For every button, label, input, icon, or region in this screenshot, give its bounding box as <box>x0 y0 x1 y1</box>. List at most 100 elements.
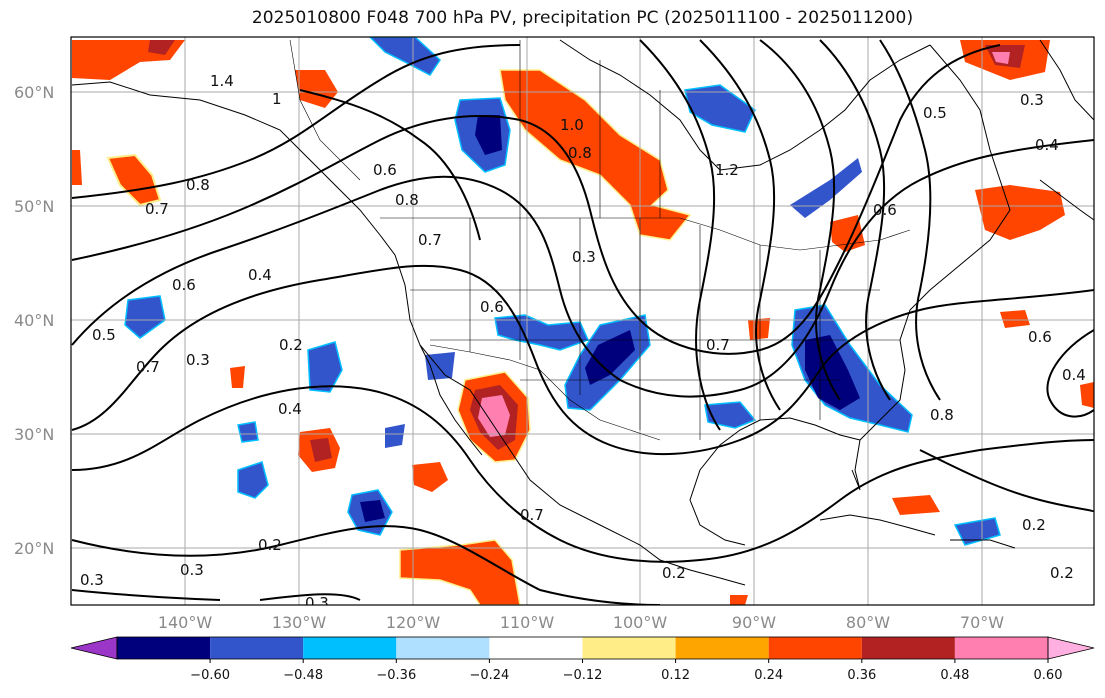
precip-negative-hudson <box>684 84 756 133</box>
precip-negative-pacific-3 <box>307 341 343 393</box>
plot-frame <box>70 36 1095 606</box>
precip-negative-pacific-4 <box>237 421 259 443</box>
pv-contours <box>71 39 1094 605</box>
contour-label: 0.7 <box>520 506 544 524</box>
lon-label: 120°W <box>386 613 441 632</box>
colorbar-segment <box>396 637 490 659</box>
precip-negative-pacific-5 <box>237 461 269 499</box>
lon-label: 100°W <box>613 613 668 632</box>
precip-positive-yukon <box>295 70 338 108</box>
colorbar-segment <box>675 637 769 659</box>
colorbar-segment <box>954 637 1048 659</box>
contour-label: 0.6 <box>172 276 196 294</box>
contour-label: 0.2 <box>258 536 282 554</box>
contour-label: 1 <box>272 90 282 108</box>
colorbar-tick-label: 0.24 <box>754 668 783 683</box>
coast-newfoundland <box>1039 179 1094 221</box>
precip-negative-quebec <box>790 158 862 218</box>
contour-label: 0.2 <box>279 336 303 354</box>
precip-positive-florida <box>1000 310 1030 328</box>
contour-label: 0.4 <box>278 400 302 418</box>
lat-label: 40°N <box>14 311 54 330</box>
precip-shading <box>72 37 1094 605</box>
lon-label: 140°W <box>158 613 213 632</box>
coastlines <box>71 39 1094 586</box>
coast-florida <box>851 439 861 491</box>
precip-positive-carib <box>730 595 748 605</box>
lat-label: 60°N <box>14 83 54 102</box>
contour-label: 0.7 <box>706 336 730 354</box>
colorbar-segment <box>861 637 955 659</box>
coast-hispaniola <box>950 539 1016 549</box>
colorbar-segment <box>489 637 583 659</box>
contour-label: 0.5 <box>923 104 947 122</box>
contour-label: 0.7 <box>418 231 442 249</box>
contour-label: 0.3 <box>572 248 596 266</box>
precip-positive-atlantic <box>975 185 1065 240</box>
contour-label: 0.6 <box>480 298 504 316</box>
precip-positive-baja-peak <box>478 395 510 437</box>
precip-positive-small-1 <box>230 366 245 388</box>
contour-label: 0.2 <box>1022 516 1046 534</box>
contour-label: 0.6 <box>873 201 897 219</box>
contour-label: 0.4 <box>248 266 272 284</box>
precip-negative-pacific-2 <box>124 295 166 339</box>
colorbar-segment <box>210 637 304 659</box>
contour-label: 0.2 <box>662 564 686 582</box>
contour-label: 0.6 <box>1028 328 1052 346</box>
contour-label: 0.4 <box>1035 136 1059 154</box>
contour-label: 0.3 <box>180 561 204 579</box>
colorbar-tick-label: 0.48 <box>940 668 969 683</box>
precip-positive-hawaii-n <box>412 462 448 492</box>
precip-positive-pacific-1-core <box>310 438 332 462</box>
precip-positive-canada-band <box>499 69 692 241</box>
contour-label: 0.3 <box>1020 91 1044 109</box>
coast-alaska <box>71 81 746 586</box>
precip-positive-mex-coast <box>399 539 521 605</box>
precip-positive-cuba <box>892 495 940 515</box>
contour-label: 0.4 <box>1062 366 1086 384</box>
precip-positive-texas <box>748 318 770 340</box>
lat-label: 30°N <box>14 425 54 444</box>
lon-label: 90°W <box>732 613 776 632</box>
contour-label: 1.2 <box>715 161 739 179</box>
contour-label: 0.8 <box>186 176 210 194</box>
precip-negative-bc-core <box>475 115 502 155</box>
contour-labels: 1.4 1 0.6 0.8 0.7 0.6 0.4 0.5 0.7 0.3 0.… <box>80 72 1086 612</box>
lat-label: 20°N <box>14 539 54 558</box>
colorbar-tick-label: 0.36 <box>847 668 876 683</box>
precip-positive-alaska-core <box>148 40 175 55</box>
precip-negative-pacific-6-core <box>360 500 385 522</box>
contour-label: 0.6 <box>373 161 397 179</box>
border-us-mexico <box>429 344 661 441</box>
lat-lon-grid <box>71 37 1094 605</box>
contour-label: 0.3 <box>305 594 329 612</box>
coast-cuba <box>819 514 936 536</box>
colorbar-segment <box>768 637 862 659</box>
lat-label: 50°N <box>14 197 54 216</box>
border-canada-provinces <box>519 40 661 218</box>
coast-baja <box>419 344 483 456</box>
precip-positive-sw-ak <box>72 150 82 185</box>
colorbar-segment <box>582 637 676 659</box>
colorbar-tick-label: −0.36 <box>376 668 416 683</box>
lon-label: 70°W <box>960 613 1004 632</box>
colorbar-tick-label: −0.60 <box>190 668 230 683</box>
contour-label: 0.8 <box>930 406 954 424</box>
contour-label: 0.8 <box>568 144 592 162</box>
lon-label: 80°W <box>846 613 890 632</box>
contour-label: 0.2 <box>1050 564 1074 582</box>
contour-label: 1.4 <box>210 72 234 90</box>
contour-label: 0.5 <box>92 326 116 344</box>
lon-label: 110°W <box>500 613 555 632</box>
precip-positive-nova-scotia-peak <box>992 52 1010 64</box>
lat-labels: 60°N 50°N 40°N 30°N 20°N <box>14 83 54 558</box>
precip-negative-se-us-core <box>805 335 860 410</box>
contour-label: 0.7 <box>145 200 169 218</box>
contour-label: 0.3 <box>80 571 104 589</box>
colorbar-tick-label: −0.48 <box>283 668 323 683</box>
coast-greenland <box>1039 39 1094 121</box>
coast-gulf <box>689 417 861 546</box>
precip-negative-gulf-ak <box>368 37 441 76</box>
